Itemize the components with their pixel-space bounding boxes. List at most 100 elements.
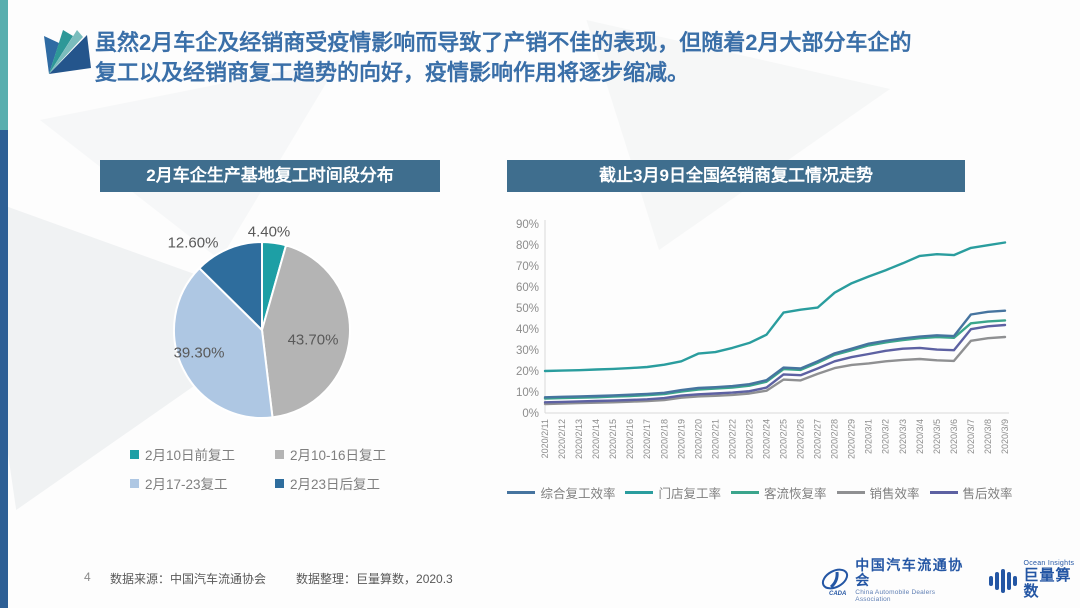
footer-source: 数据来源：中国汽车流通协会: [110, 572, 267, 586]
x-tick-label: 2020/2/18: [659, 419, 669, 459]
y-tick-label: 90%: [516, 219, 539, 231]
x-tick-label: 2020/2/17: [642, 419, 652, 459]
y-tick-label: 0%: [522, 408, 539, 420]
line-legend-label: 综合复工效率: [540, 487, 616, 501]
line-series-客流恢复率: [543, 319, 1007, 400]
x-tick-label: 2020/3/8: [983, 419, 993, 454]
x-tick-label: 2020/3/6: [949, 419, 959, 454]
x-tick-label: 2020/2/22: [727, 419, 737, 459]
line-legend-item-1: 门店复工率: [625, 483, 721, 502]
x-tick-label: 2020/3/9: [1000, 419, 1010, 454]
left-strip-blue: [0, 130, 8, 608]
line-legend-item-2: 客流恢复率: [730, 483, 827, 502]
x-tick-label: 2020/3/5: [932, 419, 942, 454]
line-series-门店复工率: [543, 241, 1007, 373]
cada-en-label: China Automobile Dealers Association: [855, 588, 936, 603]
line-legend: 综合复工效率 门店复工率 客流恢复率 销售效率 售后效率: [500, 483, 1020, 502]
y-tick-label: 40%: [516, 324, 539, 336]
y-tick-label: 20%: [516, 366, 539, 378]
ocean-cn-label: 巨量算数: [1023, 566, 1072, 601]
pie-legend-label: 2月10-16日复工: [290, 448, 387, 463]
x-tick-label: 2020/2/12: [557, 419, 567, 459]
line-legend-label: 售后效率: [962, 487, 1013, 501]
slide-title: 虽然2月车企及经销商受疫情影响而导致了产销不佳的表现，但随着2月大部分车企的 复…: [95, 28, 1035, 88]
slide-title-line1: 虽然2月车企及经销商受疫情影响而导致了产销不佳的表现，但随着2月大部分车企的: [95, 30, 912, 55]
ocean-en-label: Ocean Insights: [1023, 560, 1075, 568]
pie-legend-marker: [130, 449, 139, 459]
pie-legend-label: 2月23日后复工: [290, 477, 381, 492]
pie-slice-2: [173, 266, 274, 419]
x-tick-label: 2020/2/24: [762, 419, 772, 459]
pie-legend-marker: [275, 449, 284, 459]
x-tick-label: 2020/2/21: [710, 419, 720, 459]
x-tick-label: 2020/2/15: [608, 419, 618, 459]
pie-slice-3: [197, 240, 263, 333]
x-tick-label: 2020/2/27: [813, 419, 823, 459]
pie-value-label-2: 39.30%: [173, 344, 225, 362]
line-panel-title: 截止3月9日全国经销商复工情况走势: [507, 160, 965, 192]
pie-chart: [173, 240, 351, 419]
y-tick-label: 10%: [516, 387, 539, 399]
fan-logo-icon: [44, 30, 91, 74]
left-strip-teal: [0, 0, 8, 130]
x-tick-label: 2020/2/29: [847, 419, 857, 459]
footer-text: 数据来源：中国汽车流通协会 数据整理：巨量算数，2020.3: [110, 570, 483, 587]
x-tick-label: 2020/2/14: [591, 419, 601, 459]
pie-value-label-0: 4.40%: [247, 223, 291, 241]
pie-legend-item-2: 2月17-23复工: [130, 473, 275, 493]
pie-legend-item-1: 2月10-16日复工: [275, 444, 440, 464]
x-tick-label: 2020/2/13: [574, 419, 584, 459]
line-legend-item-3: 销售效率: [836, 483, 920, 502]
pie-value-label-1: 43.70%: [287, 331, 339, 349]
pie-legend-item-0: 2月10日前复工: [130, 444, 275, 464]
pie-slice-1: [260, 244, 351, 419]
cada-swirl-icon: CADA: [821, 568, 849, 597]
y-tick-label: 80%: [516, 240, 539, 252]
cada-cn-label: 中国汽车流通协会: [855, 557, 964, 589]
pie-value-label-3: 12.60%: [167, 234, 219, 252]
pie-legend-label: 2月17-23复工: [145, 477, 228, 492]
line-legend-marker: [730, 491, 759, 494]
x-tick-label: 2020/3/2: [881, 419, 891, 454]
line-legend-marker: [836, 491, 865, 494]
logo-row: CADA 中国汽车流通协会 China Automobile Dealers A…: [818, 557, 1080, 603]
pie-legend: 2月10日前复工 2月10-16日复工 2月17-23复工 2月23日后复工: [130, 444, 440, 493]
line-chart: 0% 10% 20% 30% 40% 50% 60% 70% 80% 90% 2020/2/11 20…: [516, 219, 1010, 459]
line-legend-marker: [929, 491, 958, 494]
x-tick-label: 2020/3/7: [966, 419, 976, 454]
line-legend-item-4: 售后效率: [929, 483, 1013, 502]
pie-legend-label: 2月10日前复工: [145, 448, 236, 463]
line-legend-item-0: 综合复工效率: [507, 483, 615, 502]
ocean-bars-icon: [989, 568, 1018, 593]
x-tick-label: 2020/2/25: [779, 419, 789, 459]
cada-logo: CADA 中国汽车流通协会 China Automobile Dealers A…: [818, 557, 969, 603]
line-series-销售效率: [543, 335, 1007, 406]
x-tick-label: 2020/2/28: [830, 419, 840, 459]
x-tick-label: 2020/3/4: [915, 419, 925, 454]
page-number: 4: [84, 570, 91, 584]
x-tick-label: 2020/2/23: [744, 419, 754, 459]
x-tick-label: 2020/3/1: [864, 419, 874, 454]
x-tick-label: 2020/2/19: [676, 419, 686, 459]
pie-legend-marker: [130, 478, 139, 488]
footer-prep: 数据整理：巨量算数，2020.3: [296, 572, 453, 586]
y-tick-label: 70%: [516, 261, 539, 273]
line-legend-marker: [507, 491, 536, 494]
pie-panel-title: 2月车企生产基地复工时间段分布: [100, 160, 440, 192]
x-tick-label: 2020/3/3: [898, 419, 908, 454]
ocean-insights-logo: Ocean Insights 巨量算数: [989, 560, 1080, 601]
line-legend-label: 客流恢复率: [763, 487, 827, 501]
line-legend-label: 门店复工率: [658, 487, 721, 501]
pie-legend-item-3: 2月23日后复工: [275, 473, 440, 493]
x-tick-label: 2020/2/11: [540, 419, 550, 458]
line-legend-label: 销售效率: [869, 487, 920, 501]
x-tick-label: 2020/2/26: [796, 419, 806, 459]
pie-legend-marker: [275, 478, 284, 488]
slide-title-line2: 复工以及经销商复工趋势的向好，疫情影响作用将逐步缩减。: [95, 60, 690, 85]
line-series-综合复工效率: [543, 309, 1007, 399]
svg-text:CADA: CADA: [829, 591, 846, 597]
x-tick-label: 2020/2/20: [693, 419, 703, 459]
y-tick-label: 60%: [516, 282, 539, 294]
line-legend-marker: [625, 491, 654, 494]
